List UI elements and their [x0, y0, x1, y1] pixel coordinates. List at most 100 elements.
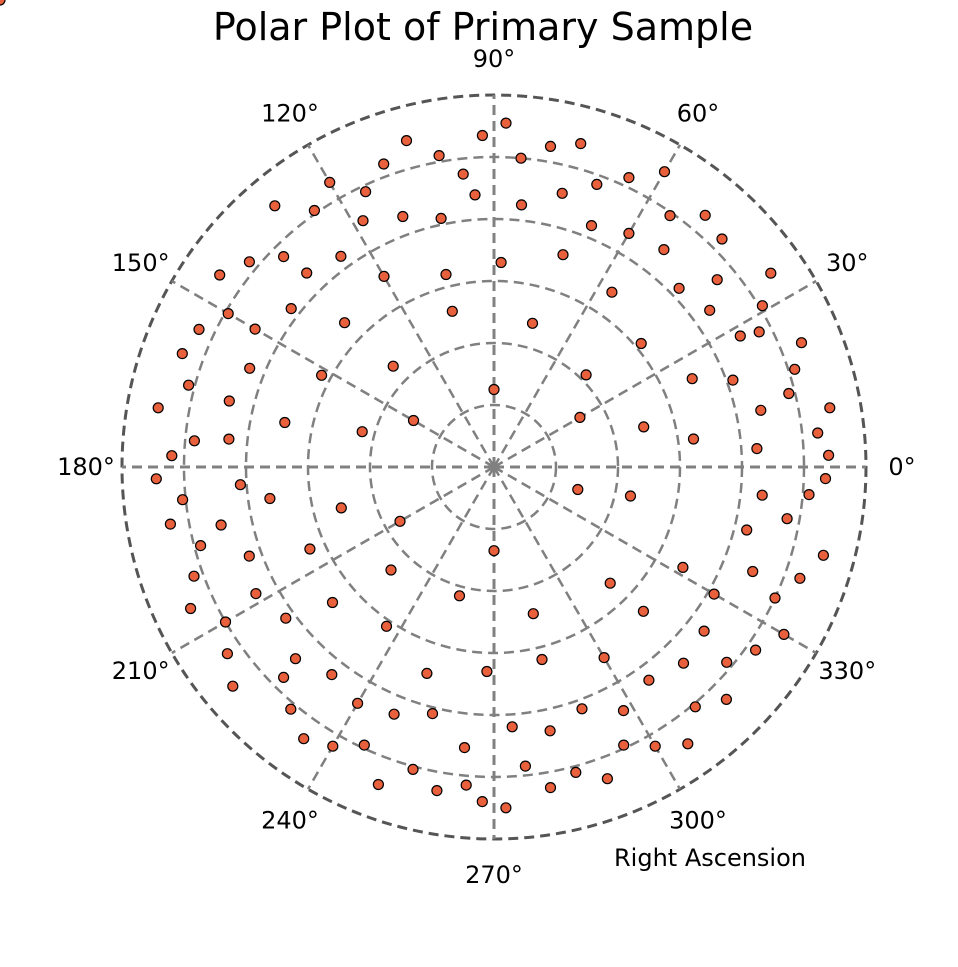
data-point [469, 189, 481, 201]
data-point [0, 0, 6, 6]
theta-tick-label-30: 30° [826, 249, 869, 277]
data-point [689, 701, 701, 713]
data-point [215, 519, 227, 531]
data-point [356, 426, 368, 438]
data-point [544, 725, 556, 737]
data-point [476, 129, 488, 142]
data-point [765, 267, 777, 279]
data-point [380, 620, 393, 632]
theta-tick-label-0: 0° [888, 453, 915, 481]
data-point [536, 653, 548, 666]
data-point [387, 360, 399, 372]
data-point [435, 212, 447, 224]
data-point [604, 577, 616, 589]
data-point [716, 233, 728, 245]
data-point [285, 303, 297, 315]
data-point [285, 703, 297, 715]
theta-tick-label-60: 60° [677, 100, 720, 128]
data-point [278, 671, 290, 684]
data-point [358, 739, 370, 751]
data-point [316, 369, 328, 381]
data-point [304, 543, 316, 555]
angular-gridline-240 [306, 466, 496, 790]
data-point [677, 657, 690, 669]
data-point [221, 648, 233, 660]
data-point [488, 545, 500, 557]
data-point [394, 515, 406, 527]
data-point [326, 596, 339, 609]
theta-tick-label-150: 150° [112, 249, 170, 277]
data-point [152, 402, 164, 414]
data-point [720, 693, 733, 706]
data-point [243, 256, 255, 268]
data-point [264, 492, 276, 505]
data-point [397, 210, 409, 223]
data-point [751, 443, 763, 455]
data-point [591, 178, 603, 190]
data-point [687, 433, 700, 445]
data-point [164, 518, 176, 530]
data-point [278, 251, 290, 263]
data-point [476, 795, 488, 808]
data-point [453, 590, 466, 602]
data-point [755, 404, 767, 416]
data-point [822, 449, 835, 461]
data-point [789, 363, 801, 375]
data-point [585, 220, 598, 232]
data-point [457, 168, 469, 180]
data-point [289, 653, 302, 665]
data-point [756, 489, 768, 501]
angular-gridline-330 [493, 465, 817, 655]
data-point [778, 628, 790, 641]
data-point [352, 697, 364, 709]
data-point [335, 250, 347, 262]
data-point [643, 674, 655, 686]
data-point [544, 140, 557, 152]
data-point [250, 587, 262, 600]
data-point [431, 784, 443, 797]
radial-gridline-0 [430, 403, 558, 531]
theta-tick-label-300: 300° [669, 806, 727, 834]
data-point [682, 738, 694, 750]
data-point [421, 667, 433, 680]
data-point [185, 602, 197, 615]
data-point [150, 473, 162, 485]
data-point [794, 572, 806, 584]
data-point [819, 473, 832, 485]
data-point [817, 549, 830, 561]
data-point [339, 317, 351, 329]
data-point [618, 739, 630, 751]
data-point [193, 323, 205, 335]
data-point [576, 703, 588, 715]
data-point [795, 337, 808, 349]
data-point [188, 435, 200, 447]
data-point [557, 249, 569, 261]
angular-gridline-120 [306, 144, 496, 468]
data-point [378, 158, 390, 170]
data-point [544, 781, 557, 794]
data-point [214, 269, 226, 281]
data-point [747, 565, 759, 578]
data-point [506, 721, 518, 733]
data-point [623, 172, 635, 184]
data-point [575, 138, 587, 150]
data-point [222, 308, 234, 320]
data-point [188, 570, 200, 582]
data-point [769, 592, 781, 604]
data-point [372, 778, 384, 791]
data-point [227, 680, 239, 692]
data-point [721, 656, 733, 668]
data-point [623, 227, 635, 239]
data-point [727, 374, 739, 386]
data-point [269, 200, 281, 212]
data-point [753, 326, 765, 338]
data-point [280, 612, 292, 624]
data-point [601, 773, 614, 785]
data-point [781, 513, 793, 525]
data-point [673, 282, 685, 294]
data-point [219, 616, 232, 628]
data-point [298, 733, 310, 745]
data-point [704, 304, 716, 316]
data-point [598, 651, 610, 664]
